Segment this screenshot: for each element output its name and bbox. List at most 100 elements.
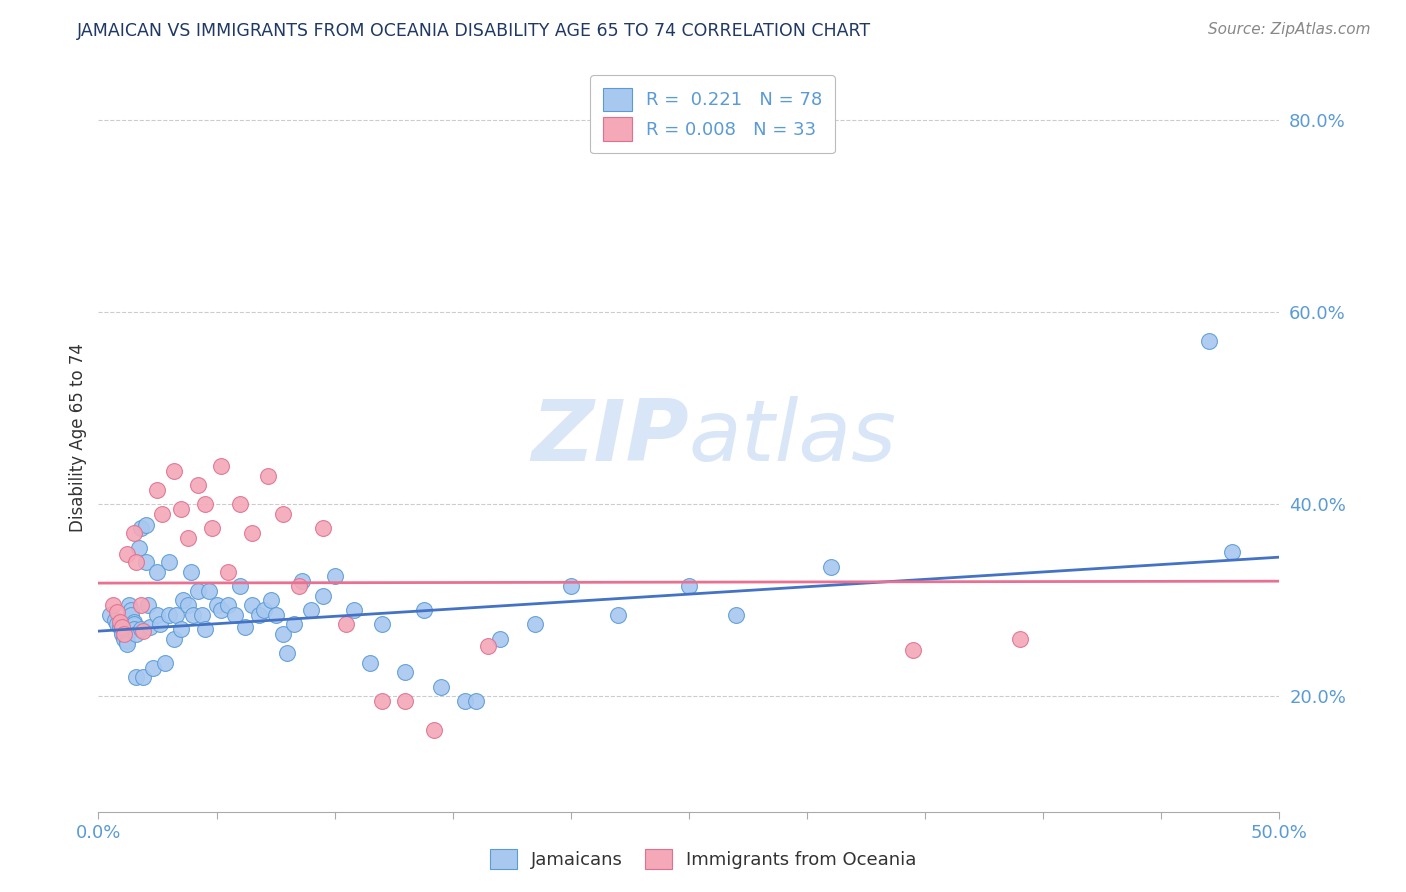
Point	[129, 521, 152, 535]
Point	[371, 617, 394, 632]
Point	[108, 615, 131, 629]
Point	[312, 521, 335, 535]
Point	[122, 526, 145, 541]
Point	[271, 507, 294, 521]
Point	[136, 598, 159, 612]
Point	[359, 656, 381, 670]
Point	[312, 589, 335, 603]
Point	[187, 478, 209, 492]
Point	[112, 632, 135, 646]
Point	[283, 617, 305, 632]
Point	[260, 593, 283, 607]
Point	[240, 598, 263, 612]
Point	[146, 483, 169, 497]
Point	[105, 617, 128, 632]
Point	[224, 607, 246, 622]
Point	[342, 603, 364, 617]
Point	[98, 607, 121, 622]
Point	[177, 598, 200, 612]
Point	[247, 607, 270, 622]
Point	[135, 555, 157, 569]
Point	[125, 670, 148, 684]
Point	[191, 607, 214, 622]
Point	[903, 643, 925, 657]
Point	[118, 598, 141, 612]
Point	[146, 607, 169, 622]
Point	[371, 694, 394, 708]
Point	[1220, 545, 1243, 559]
Point	[112, 627, 135, 641]
Point	[153, 656, 176, 670]
Point	[413, 603, 436, 617]
Point	[146, 565, 169, 579]
Point	[105, 605, 128, 619]
Point	[115, 637, 138, 651]
Text: ZIP: ZIP	[531, 395, 689, 479]
Point	[299, 603, 322, 617]
Point	[122, 622, 145, 636]
Point	[128, 541, 150, 555]
Point	[194, 497, 217, 511]
Point	[257, 468, 280, 483]
Point	[489, 632, 512, 646]
Point	[233, 620, 256, 634]
Point	[430, 680, 453, 694]
Point	[524, 617, 547, 632]
Point	[132, 670, 155, 684]
Point	[394, 665, 416, 680]
Point	[201, 521, 224, 535]
Legend: Jamaicans, Immigrants from Oceania: Jamaicans, Immigrants from Oceania	[481, 839, 925, 879]
Point	[180, 565, 202, 579]
Point	[229, 579, 252, 593]
Point	[181, 607, 204, 622]
Point	[423, 723, 446, 737]
Point	[125, 555, 148, 569]
Point	[122, 617, 145, 632]
Point	[323, 569, 346, 583]
Point	[453, 694, 475, 708]
Point	[187, 583, 209, 598]
Point	[163, 632, 186, 646]
Point	[150, 507, 173, 521]
Point	[725, 607, 748, 622]
Point	[157, 555, 180, 569]
Point	[163, 464, 186, 478]
Point	[678, 579, 700, 593]
Point	[240, 526, 263, 541]
Point	[177, 531, 200, 545]
Point	[465, 694, 488, 708]
Point	[253, 603, 276, 617]
Point	[170, 622, 193, 636]
Point	[560, 579, 582, 593]
Point	[104, 613, 127, 627]
Point	[129, 622, 152, 636]
Point	[1198, 334, 1220, 348]
Point	[194, 622, 217, 636]
Point	[276, 646, 298, 660]
Text: Source: ZipAtlas.com: Source: ZipAtlas.com	[1208, 22, 1371, 37]
Point	[129, 598, 152, 612]
Point	[135, 518, 157, 533]
Point	[209, 603, 232, 617]
Point	[170, 502, 193, 516]
Point	[142, 660, 165, 674]
Y-axis label: Disability Age 65 to 74: Disability Age 65 to 74	[69, 343, 87, 532]
Point	[205, 598, 228, 612]
Point	[820, 559, 842, 574]
Point	[139, 620, 162, 634]
Point	[125, 627, 148, 641]
Point	[101, 598, 124, 612]
Point	[198, 583, 221, 598]
Point	[149, 617, 172, 632]
Point	[111, 624, 134, 639]
Text: JAMAICAN VS IMMIGRANTS FROM OCEANIA DISABILITY AGE 65 TO 74 CORRELATION CHART: JAMAICAN VS IMMIGRANTS FROM OCEANIA DISA…	[77, 22, 872, 40]
Legend: R =  0.221   N = 78, R = 0.008   N = 33: R = 0.221 N = 78, R = 0.008 N = 33	[591, 75, 835, 153]
Point	[157, 607, 180, 622]
Point	[229, 497, 252, 511]
Point	[335, 617, 357, 632]
Point	[111, 620, 134, 634]
Point	[121, 607, 143, 622]
Point	[209, 458, 232, 473]
Point	[122, 615, 145, 629]
Point	[477, 640, 499, 654]
